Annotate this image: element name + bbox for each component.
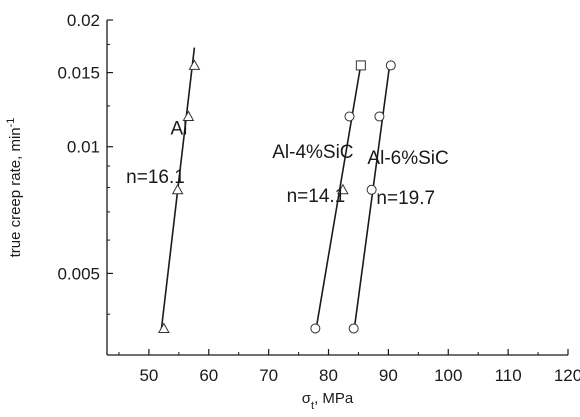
x-tick-label: 50 xyxy=(139,366,158,385)
x-tick-label: 90 xyxy=(379,366,398,385)
x-tick-label: 60 xyxy=(199,366,218,385)
annotation-label: n=19.7 xyxy=(376,188,435,209)
annotation-label: Al-4%SiC xyxy=(272,142,353,163)
y-axis-ticks: 0.005 0.01 0.015 0.02 xyxy=(57,11,113,314)
y-tick-label: 0.01 xyxy=(67,138,100,157)
x-axis-label: σt, MPa xyxy=(302,390,354,412)
annotation-label: n=14.1 xyxy=(287,186,346,207)
x-axis-label-unit: , MPa xyxy=(314,390,354,407)
annotation-label: n=16.1 xyxy=(126,167,185,188)
annotations: Al n=16.1 Al-4%SiC n=14.1 Al-6%SiC n=19.7 xyxy=(126,118,449,209)
data-point-square xyxy=(356,61,365,70)
x-tick-label: 70 xyxy=(259,366,278,385)
data-point-circle xyxy=(345,112,354,121)
fit-lines xyxy=(161,48,389,334)
y-tick-label: 0.005 xyxy=(57,264,100,283)
data-point-circle xyxy=(375,112,384,121)
y-axis-label-text: true creep rate, min xyxy=(7,127,24,257)
x-tick-label: 100 xyxy=(434,366,462,385)
data-point-triangle xyxy=(159,323,169,332)
y-tick-label: 0.015 xyxy=(57,64,100,83)
annotation-label: Al xyxy=(170,118,187,139)
data-point-circle xyxy=(311,324,320,333)
x-tick-label: 120 xyxy=(554,366,580,385)
data-point-circle xyxy=(367,185,376,194)
y-axis-label-superscript: -1 xyxy=(5,118,17,128)
annotation-label: Al-6%SiC xyxy=(367,148,448,169)
y-tick-label: 0.02 xyxy=(67,11,100,30)
data-point-circle xyxy=(386,61,395,70)
data-point-circle xyxy=(349,324,358,333)
data-point-triangle xyxy=(189,60,199,69)
x-tick-label: 110 xyxy=(495,366,522,385)
x-tick-label: 80 xyxy=(319,366,338,385)
y-axis-label: true creep rate, min-1 xyxy=(5,118,24,258)
